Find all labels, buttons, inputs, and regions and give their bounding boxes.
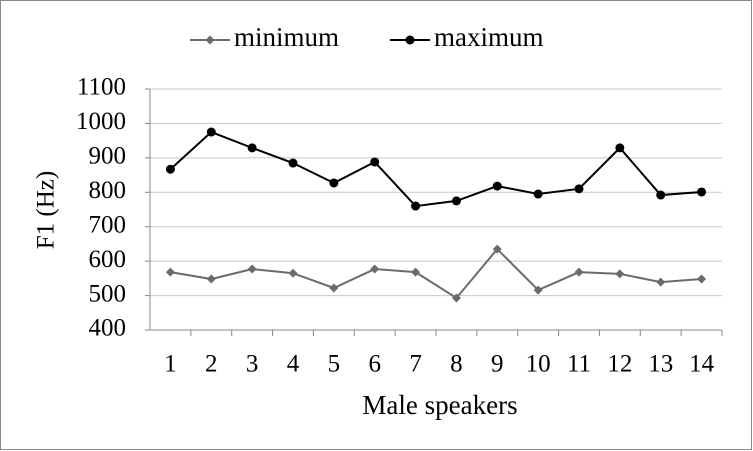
marker (533, 285, 543, 295)
x-tick-label: 8 (450, 351, 463, 378)
x-axis-title: Male speakers (362, 390, 517, 420)
marker (405, 35, 415, 45)
x-tick-label: 11 (567, 351, 591, 378)
y-tick-label: 1000 (76, 108, 126, 135)
x-tick-label: 10 (526, 351, 551, 378)
marker (492, 181, 502, 191)
x-tick-label: 14 (689, 351, 715, 378)
marker (329, 283, 339, 293)
legend-label: minimum (234, 22, 339, 52)
marker (697, 274, 707, 284)
marker (697, 187, 707, 197)
marker (206, 274, 216, 284)
x-tick-label: 3 (246, 351, 259, 378)
data-line (170, 247, 702, 300)
x-tick-label: 4 (287, 351, 300, 378)
marker (615, 269, 625, 279)
marker (165, 164, 175, 174)
marker (411, 201, 421, 211)
y-tick-label: 700 (89, 211, 127, 238)
marker (288, 268, 298, 278)
y-axis-title: F1 (Hz) (33, 171, 60, 249)
marker (492, 244, 502, 254)
marker (656, 277, 666, 287)
marker (451, 196, 461, 206)
x-tick-label: 5 (328, 351, 341, 378)
marker (329, 178, 339, 188)
legend-label: maximum (434, 22, 544, 52)
marker (615, 143, 625, 153)
y-tick-label: 1100 (77, 74, 126, 101)
y-tick-label: 500 (89, 280, 127, 307)
marker (656, 190, 666, 200)
y-tick-label: 400 (89, 315, 127, 342)
data-line (169, 130, 702, 208)
marker (247, 264, 257, 274)
y-tick-label: 900 (89, 143, 127, 170)
marker (370, 157, 380, 167)
x-tick-label: 9 (491, 351, 504, 378)
marker (165, 267, 175, 277)
marker (288, 158, 298, 168)
x-tick-label: 12 (607, 351, 632, 378)
marker (451, 293, 461, 303)
x-tick-label: 2 (205, 351, 218, 378)
marker (411, 267, 421, 277)
marker (370, 264, 380, 274)
x-tick-label: 7 (409, 351, 422, 378)
marker (205, 35, 215, 45)
x-tick-label: 13 (648, 351, 673, 378)
y-tick-label: 800 (89, 177, 127, 204)
marker (574, 184, 584, 194)
marker (533, 189, 543, 199)
x-tick-label: 6 (368, 351, 381, 378)
marker (247, 143, 257, 153)
marker (574, 267, 584, 277)
x-tick-label: 1 (164, 351, 177, 378)
y-tick-label: 600 (89, 246, 127, 273)
marker (206, 127, 216, 137)
